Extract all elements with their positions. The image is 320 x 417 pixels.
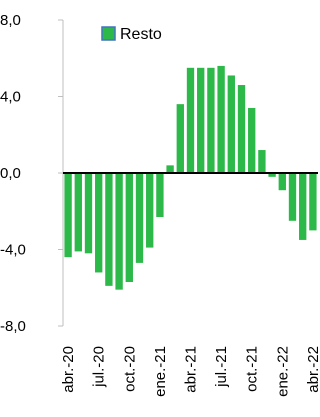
x-tick-label: abr.-22 (305, 346, 320, 393)
bar (64, 173, 72, 258)
bar (288, 173, 297, 221)
x-tick-label: jul.-21 (213, 346, 230, 388)
bar (95, 173, 103, 273)
bar (237, 85, 246, 173)
bar (74, 173, 82, 252)
bar (135, 173, 144, 263)
y-tick-label: 0,0 (0, 165, 21, 182)
bar (268, 173, 276, 177)
bar (166, 165, 174, 173)
x-tick-label: ene.-21 (152, 346, 169, 397)
legend-swatch (101, 26, 116, 41)
bar (186, 67, 195, 173)
x-tick-label: ene.-22 (274, 346, 291, 397)
x-labels: abr.-20 jul.-20 oct.-20 ene.-21 abr.-21 jul.-… (60, 346, 320, 397)
bar (227, 75, 235, 173)
y-tick-label: 8,0 (0, 12, 21, 29)
legend-label: Resto (120, 26, 162, 43)
bar (84, 173, 93, 254)
x-tick-label: jul.-20 (91, 346, 108, 388)
bar (217, 65, 225, 173)
x-tick-label: oct.-21 (244, 346, 261, 392)
bar (309, 173, 317, 231)
legend: Resto (101, 26, 162, 43)
bar (248, 107, 256, 173)
bar (299, 173, 307, 240)
bar (105, 173, 113, 286)
x-tick-label: abr.-21 (183, 346, 200, 393)
y-ticks: 8,0 4,0 0,0 -4,0 -8,0 (0, 12, 63, 335)
bar (156, 173, 164, 217)
bar (146, 173, 154, 248)
y-tick-label: -8,0 (0, 318, 26, 335)
bar (278, 173, 286, 191)
bar (207, 67, 215, 173)
bar (258, 150, 266, 173)
bar (125, 173, 133, 283)
x-tick-label: abr.-20 (60, 346, 77, 393)
y-tick-label: 4,0 (0, 89, 21, 106)
bar (115, 173, 123, 290)
bars (64, 65, 317, 290)
bar (176, 104, 184, 173)
x-tick-label: oct.-20 (121, 346, 138, 392)
bar (197, 67, 205, 173)
y-tick-label: -4,0 (0, 242, 26, 259)
